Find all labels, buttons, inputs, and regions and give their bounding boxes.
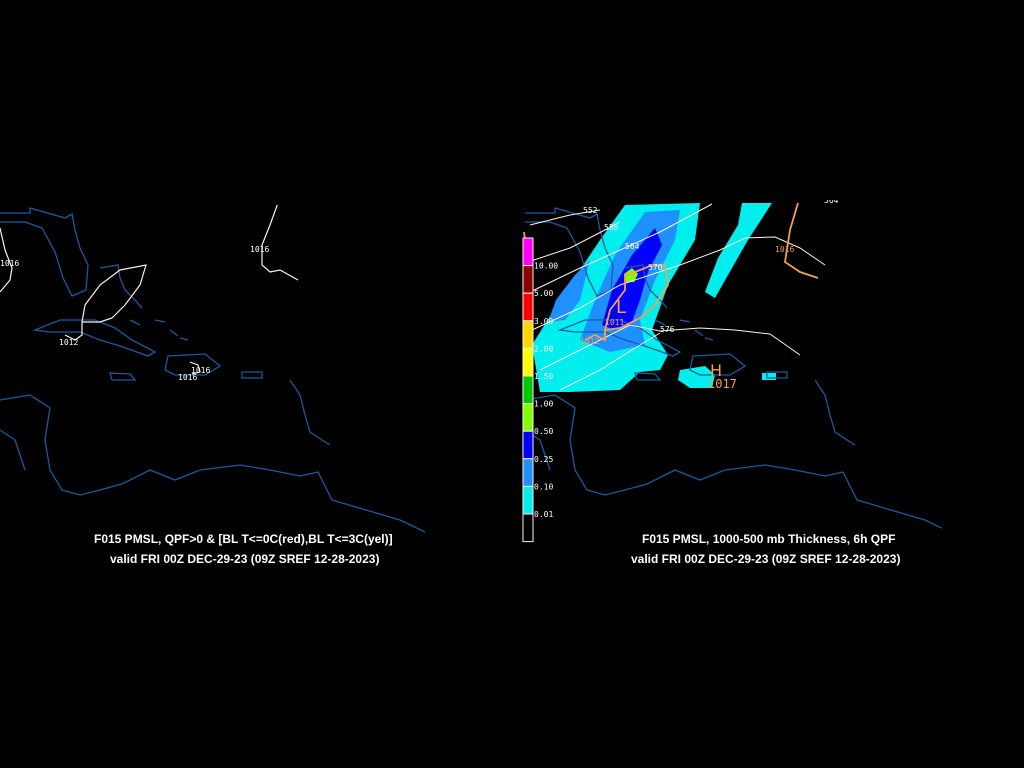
- right-title: F015 PMSL, 1000-500 mb Thickness, 6h QPF: [642, 532, 896, 546]
- legend-swatch: [522, 458, 534, 487]
- high-pressure-marker: H: [710, 361, 722, 380]
- thickness-label: 558: [604, 223, 619, 232]
- right-valid-time: valid FRI 00Z DEC-29-23 (09Z SREF 12-28-…: [631, 552, 901, 566]
- left-map: 1016 1016 1012 1016 1016: [0, 205, 426, 533]
- legend-swatch: [522, 237, 534, 267]
- legend-label: 3.00: [534, 317, 553, 326]
- isobar-label: 1011: [605, 318, 624, 327]
- legend-label: 0.50: [534, 427, 553, 436]
- qpf-fill: [532, 203, 776, 392]
- legend-swatch: [522, 485, 534, 515]
- legend-swatch: [522, 292, 534, 322]
- legend-label: 1.00: [534, 400, 553, 409]
- thickness-label: 564: [824, 196, 839, 205]
- legend-swatch: [522, 375, 534, 405]
- thickness-label: 552: [583, 206, 598, 215]
- legend-label: 0.10: [534, 482, 553, 491]
- isobars: [0, 205, 299, 375]
- legend-label: 2.00: [534, 344, 553, 353]
- legend-swatch: [522, 347, 534, 377]
- low-pressure-marker: L: [616, 297, 626, 318]
- right-map: 552 558 564 570 576 564 1016 1012 1011 1…: [523, 196, 942, 533]
- coastlines: [0, 207, 426, 533]
- isobar-label: 1012: [580, 337, 599, 346]
- isobar-label: 1016: [250, 245, 269, 254]
- legend-swatch: [522, 320, 534, 349]
- thickness-contours: [527, 203, 826, 391]
- thickness-label: 564: [625, 242, 640, 251]
- isobar-label: 1016: [178, 373, 197, 382]
- legend-swatch: [522, 403, 534, 432]
- qpf-legend: 10.00 5.00 3.00 2.00 1.50 1.00 0.50 0.25 0.10 0.0…: [522, 237, 558, 543]
- legend-swatch: [522, 265, 534, 294]
- left-title: F015 PMSL, QPF>0 & [BL T<=0C(red),BL T<=…: [94, 532, 393, 546]
- legend-swatch: [522, 430, 534, 460]
- isobar-label: 1016: [775, 245, 794, 254]
- legend-label: 0.25: [534, 455, 553, 464]
- isobar-label: 1016: [0, 259, 19, 268]
- legend-label: 10.00: [534, 262, 558, 271]
- isobar-label: 1016: [191, 366, 210, 375]
- left-valid-time: valid FRI 00Z DEC-29-23 (09Z SREF 12-28-…: [110, 552, 380, 566]
- thickness-label: 576: [660, 325, 675, 334]
- isobar-label: 1017: [708, 377, 737, 391]
- thickness-label: 570: [648, 263, 663, 272]
- isobar-label: 1012: [59, 338, 78, 347]
- legend-label: 0.01: [534, 510, 553, 519]
- legend-label: 5.00: [534, 289, 553, 298]
- legend-swatch: [522, 513, 534, 543]
- legend-label: 1.50: [534, 372, 553, 381]
